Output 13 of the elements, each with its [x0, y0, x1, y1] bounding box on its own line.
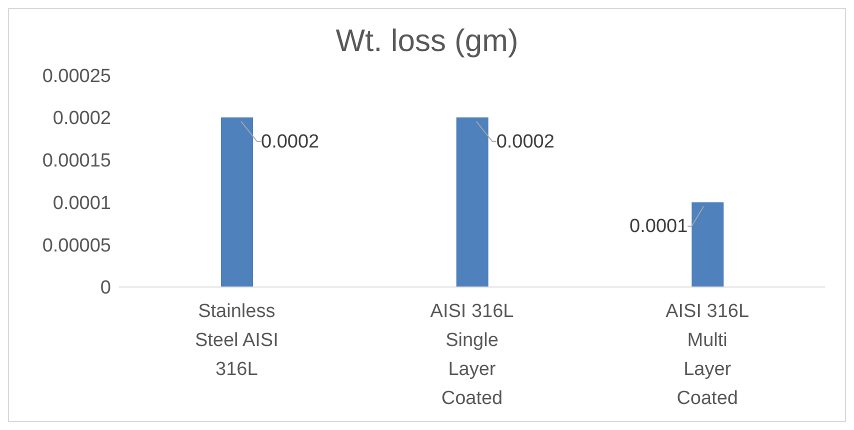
x-tick-label: Stainless Steel AISI 316L	[194, 301, 278, 380]
x-tick-label: AISI 316L Multi Layer Coated	[666, 301, 750, 409]
y-tick-label: 0.00015	[42, 150, 111, 172]
y-tick-label: 0.00005	[42, 235, 111, 256]
data-label: 0.0001	[630, 216, 688, 238]
y-tick-label: 0.00025	[42, 66, 111, 87]
x-tick-label: AISI 316L Single Layer Coated	[430, 301, 514, 409]
data-label: 0.0002	[496, 131, 554, 152]
chart-title: Wt. loss (gm)	[334, 23, 520, 60]
y-tick-label: 0.0002	[52, 108, 111, 130]
data-label: 0.0002	[261, 131, 320, 152]
y-tick-label: 0.0001	[52, 192, 111, 214]
y-tick-label: 0	[100, 278, 111, 299]
